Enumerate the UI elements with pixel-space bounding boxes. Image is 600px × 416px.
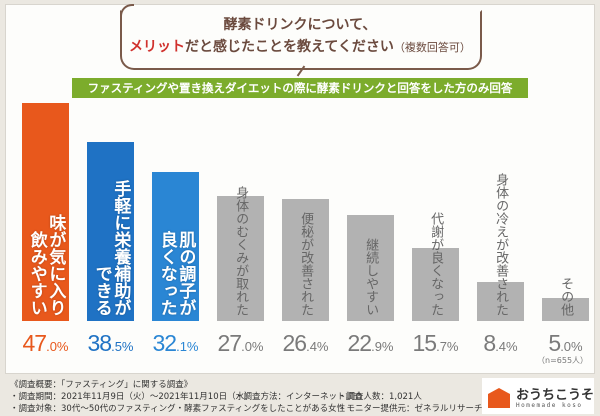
- bar-label: 身体の冷えが改善された: [493, 173, 509, 316]
- value-label: 15.7%: [412, 330, 459, 356]
- value-label: 32.1%: [152, 330, 199, 356]
- bar: [347, 214, 394, 321]
- survey-period: ・調査期間：2021年11月9日（火）〜2021年11月10日（水）: [10, 392, 253, 402]
- value-label: 38.5%: [87, 330, 134, 356]
- value-label: 47.0%: [22, 330, 69, 356]
- bar-label: その他: [558, 277, 574, 316]
- survey-target: ・調査対象：30代〜50代のファスティング・酵素ファスティングをしたことがある女…: [10, 404, 346, 414]
- logo-en: Homemade koso: [516, 402, 583, 409]
- bar-label: 味が気に入り 飲みやすい: [26, 214, 66, 316]
- survey-title: 《調査概要：「ファスティング」に関する調査》: [10, 380, 193, 390]
- value-label: 27.0%: [217, 330, 264, 356]
- house-icon: [488, 388, 510, 408]
- bar-label: 身体のむくみが取れた: [233, 186, 249, 316]
- value-label: 22.9%: [347, 330, 394, 356]
- sample-size: （n=655人）: [537, 356, 589, 365]
- question-note: （複数回答可）: [393, 41, 471, 54]
- bar: [477, 282, 524, 321]
- bar: [22, 103, 69, 321]
- question-rest: だと感じたことを教えてください: [185, 39, 394, 55]
- survey-provider: ・モニター提供元：ゼネラルリサーチ: [338, 404, 483, 414]
- question-line-1: 酵素ドリンクについて、: [223, 17, 377, 33]
- logo-jp: おうちこうそ: [516, 388, 595, 403]
- question-line-2: メリットだと感じたことを教えてください（複数回答可）: [0, 36, 600, 56]
- bar: [542, 297, 589, 321]
- value-label: 26.4%: [282, 330, 329, 356]
- survey-method: ・調査方法：インターネット調査: [235, 392, 363, 402]
- logo: おうちこうそ Homemade koso: [482, 378, 594, 414]
- bar: [412, 248, 459, 321]
- bar: [152, 172, 199, 321]
- question-highlight: メリット: [129, 39, 186, 55]
- survey-count: ・調査人数：1,021人: [338, 392, 422, 402]
- bar-label: 肌の調子が 良くなった: [156, 231, 196, 316]
- bar-label: 継続しやすい: [363, 238, 379, 316]
- bar: [87, 142, 134, 321]
- filter-note: ファスティングや置き換えダイエットの際に酵素ドリンクと回答をした方のみ回答: [72, 78, 528, 98]
- bar-label: 手軽に栄養補助が できる: [91, 180, 131, 316]
- bar: [282, 198, 329, 321]
- bar-label: 代謝が良くなった: [428, 212, 444, 316]
- value-label: 8.4%: [483, 330, 518, 356]
- bar: [217, 195, 264, 321]
- bar-label: 便秘が改善された: [298, 212, 314, 316]
- value-label: 5.0%: [548, 330, 583, 356]
